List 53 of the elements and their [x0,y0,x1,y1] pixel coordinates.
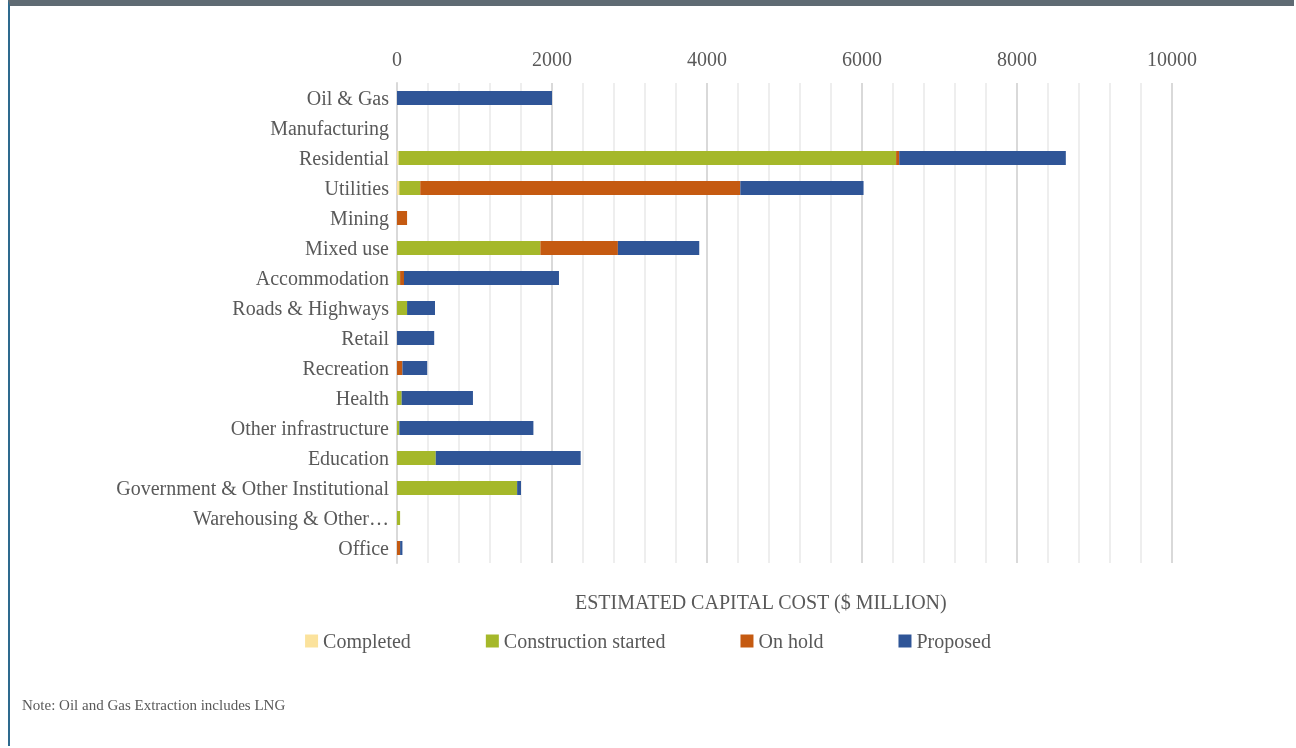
y-tick-label: Education [307,447,389,469]
y-tick-label: Mixed use [305,237,390,259]
x-tick-label: 8000 [997,48,1037,70]
legend-label: On hold [758,630,824,652]
bar [403,271,559,285]
x-tick-label: 6000 [842,48,882,70]
bar [435,451,581,465]
bar [540,241,618,255]
bar [397,241,541,255]
y-tick-label: Oil & Gas [306,87,390,109]
y-tick-label: Mining [330,207,389,230]
y-tick-label: Health [335,387,389,409]
y-tick-label: Accommodation [255,267,389,289]
bar [740,181,864,195]
bar [397,91,552,105]
y-tick-label: Roads & Highways [232,297,390,320]
y-tick-label: Government & Other Institutional [116,477,390,499]
bar [617,241,700,255]
bar [397,331,435,345]
legend-label: Proposed [916,630,991,653]
x-tick-label: 10000 [1147,48,1197,70]
bar [896,151,900,165]
y-tick-label: Recreation [302,357,389,379]
x-tick-label: 2000 [532,48,572,70]
legend-label: Construction started [503,630,666,652]
y-tick-label: Residential [299,147,390,169]
bar [397,391,402,405]
x-tick-label: 0 [392,48,402,70]
y-tick-label: Other infrastructure [230,417,390,439]
text: Note: Oil and Gas Extraction includes LNG [22,697,286,714]
bar [402,361,428,375]
legend-label: Completed [323,630,411,653]
bar [397,481,518,495]
y-tick-label: Utilities [324,177,390,199]
bar [399,421,534,435]
bar [397,451,436,465]
bar [420,181,741,195]
bar [397,511,401,525]
x-axis-title: ESTIMATED CAPITAL COST ($ MILLION) [575,591,947,614]
bar [399,181,421,195]
y-tick-label: Office [338,537,390,559]
bar [517,481,521,495]
bar [407,301,435,315]
bar [401,391,473,405]
bar [397,301,408,315]
y-tick-label: Retail [341,327,390,349]
bar [899,151,1066,165]
y-tick-label: Manufacturing [270,117,389,140]
bar [397,211,408,225]
x-tick-label: 4000 [687,48,727,70]
y-tick-label: Warehousing & Other… [192,507,389,530]
bar [398,151,897,165]
bar [397,361,403,375]
